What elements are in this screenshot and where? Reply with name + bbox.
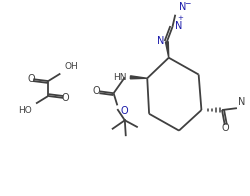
Text: O: O: [120, 106, 128, 116]
Text: HN: HN: [113, 73, 127, 82]
Text: O: O: [93, 86, 100, 96]
Text: −: −: [184, 0, 190, 8]
Text: HO: HO: [18, 106, 32, 115]
Polygon shape: [130, 76, 147, 79]
Text: N: N: [179, 2, 186, 12]
Text: O: O: [61, 93, 69, 103]
Text: N: N: [157, 36, 164, 46]
Polygon shape: [166, 42, 169, 58]
Text: N: N: [238, 97, 245, 107]
Text: O: O: [28, 74, 35, 84]
Text: +: +: [177, 15, 183, 21]
Text: O: O: [222, 123, 230, 133]
Text: OH: OH: [64, 62, 78, 71]
Text: N: N: [175, 21, 183, 31]
